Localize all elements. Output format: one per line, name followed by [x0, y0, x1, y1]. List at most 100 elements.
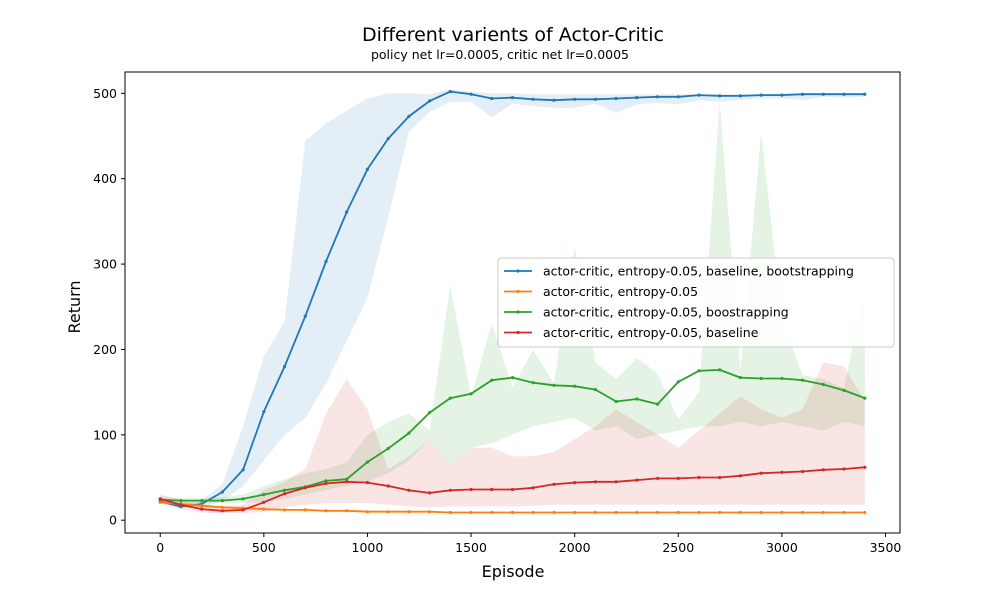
- point-series-1: [386, 510, 390, 514]
- point-series-3: [262, 500, 266, 504]
- point-series-1: [490, 510, 494, 515]
- point-series-3: [283, 492, 287, 496]
- point-series-2: [676, 380, 680, 384]
- point-series-3: [241, 508, 245, 512]
- point-series-0: [697, 93, 701, 97]
- y-tick-label: 100: [93, 427, 117, 442]
- point-series-1: [821, 510, 825, 515]
- point-series-3: [821, 468, 825, 472]
- point-series-0: [345, 210, 349, 214]
- point-series-3: [365, 481, 369, 485]
- point-series-2: [738, 376, 743, 380]
- point-series-3: [490, 487, 494, 492]
- point-series-1: [283, 508, 287, 512]
- x-axis-label: Episode: [482, 562, 545, 581]
- x-tick-label: 3500: [870, 540, 902, 555]
- point-series-2: [262, 493, 266, 497]
- point-series-3: [552, 482, 556, 486]
- point-series-2: [697, 369, 701, 373]
- point-series-1: [552, 510, 556, 515]
- point-series-2: [863, 396, 867, 400]
- x-tick-label: 3000: [766, 540, 798, 555]
- point-series-1: [303, 508, 307, 512]
- point-series-2: [407, 431, 411, 435]
- point-series-1: [262, 507, 266, 511]
- y-axis: 0 100 200 300 400 500: [93, 86, 125, 528]
- point-series-1: [635, 510, 639, 515]
- point-series-2: [386, 446, 390, 451]
- point-series-0: [780, 93, 784, 97]
- point-series-1: [801, 510, 805, 515]
- point-series-3: [448, 488, 452, 492]
- point-series-3: [738, 474, 743, 478]
- point-series-0: [676, 95, 680, 99]
- point-series-2: [614, 399, 618, 404]
- point-series-2: [241, 497, 245, 501]
- point-series-3: [469, 487, 473, 492]
- x-tick-label: 0: [156, 540, 164, 555]
- point-series-2: [821, 382, 825, 387]
- y-tick-label: 200: [93, 342, 117, 357]
- point-series-2: [531, 381, 535, 385]
- legend-marker: [516, 289, 520, 294]
- y-tick-label: 0: [109, 513, 117, 528]
- point-series-2: [510, 376, 515, 380]
- point-series-2: [656, 402, 660, 406]
- point-series-2: [345, 477, 349, 481]
- point-series-0: [407, 114, 411, 118]
- point-series-1: [676, 510, 680, 515]
- point-series-0: [365, 167, 369, 171]
- point-series-0: [801, 92, 805, 96]
- point-series-0: [469, 92, 473, 96]
- point-series-2: [324, 479, 328, 483]
- point-series-3: [200, 507, 204, 511]
- plot-frame: [124, 71, 901, 534]
- point-series-1: [718, 510, 722, 515]
- chart-subtitle: policy net lr=0.0005, critic net lr=0.00…: [371, 47, 629, 62]
- point-series-1: [510, 510, 515, 515]
- point-series-3: [220, 509, 224, 513]
- y-tick-label: 500: [93, 86, 117, 101]
- series-markers: [158, 90, 867, 515]
- point-series-2: [179, 499, 183, 503]
- point-series-1: [759, 510, 763, 515]
- point-series-0: [283, 364, 287, 369]
- point-series-2: [200, 499, 204, 503]
- point-series-3: [635, 478, 639, 482]
- point-series-0: [220, 490, 224, 494]
- point-series-2: [365, 460, 369, 464]
- point-series-2: [448, 396, 452, 400]
- point-series-2: [842, 388, 846, 392]
- point-series-3: [842, 467, 846, 471]
- point-series-1: [469, 510, 473, 515]
- legend-label: actor-critic, entropy-0.05, baseline, bo…: [543, 264, 854, 279]
- point-series-1: [738, 510, 743, 515]
- y-tick-label: 400: [93, 171, 117, 186]
- point-series-1: [614, 510, 618, 515]
- point-series-2: [718, 368, 722, 372]
- point-series-1: [365, 510, 369, 514]
- point-series-2: [573, 384, 577, 388]
- point-series-2: [801, 378, 805, 382]
- x-tick-label: 1500: [455, 540, 487, 555]
- point-series-1: [407, 510, 411, 514]
- point-series-1: [842, 510, 846, 515]
- point-series-1: [200, 504, 204, 508]
- legend-box: [497, 257, 895, 348]
- point-series-0: [531, 97, 535, 101]
- point-series-0: [490, 96, 494, 101]
- x-tick-label: 500: [252, 540, 276, 555]
- point-series-0: [448, 90, 452, 94]
- point-series-0: [593, 97, 598, 101]
- legend-label: actor-critic, entropy-0.05: [543, 284, 698, 299]
- point-series-2: [552, 383, 556, 387]
- legend-label: actor-critic, entropy-0.05, baseline: [543, 325, 759, 340]
- point-series-2: [469, 392, 473, 396]
- point-series-3: [863, 465, 867, 469]
- point-series-0: [759, 93, 763, 97]
- x-axis: 0 500 1000 1500 2000 2500 3000 3500: [156, 533, 901, 555]
- point-series-0: [552, 98, 556, 102]
- point-series-0: [428, 99, 432, 103]
- point-series-3: [780, 470, 784, 474]
